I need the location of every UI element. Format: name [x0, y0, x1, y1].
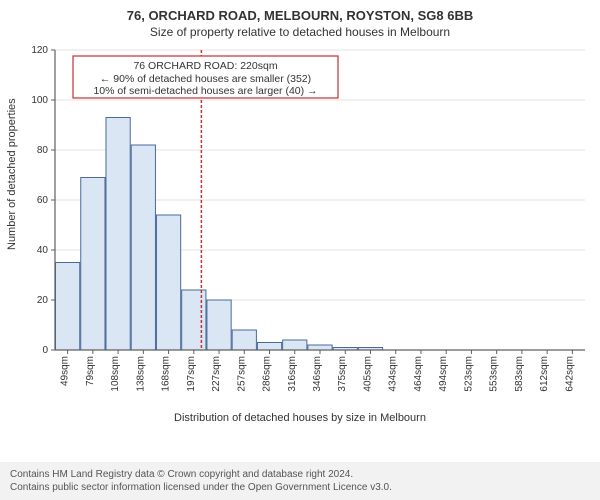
annotation-line3: 10% of semi-detached houses are larger (…: [93, 85, 317, 97]
svg-text:286sqm: 286sqm: [262, 356, 273, 392]
svg-text:405sqm: 405sqm: [362, 356, 373, 392]
bar: [308, 345, 332, 350]
svg-text:60: 60: [37, 195, 49, 206]
svg-text:120: 120: [31, 45, 48, 56]
svg-text:583sqm: 583sqm: [514, 356, 525, 392]
bar: [257, 343, 281, 351]
annotation-line1: 76 ORCHARD ROAD: 220sqm: [133, 60, 277, 72]
svg-text:0: 0: [42, 345, 48, 356]
svg-text:257sqm: 257sqm: [236, 356, 247, 392]
svg-text:40: 40: [37, 245, 49, 256]
svg-text:316sqm: 316sqm: [287, 356, 298, 392]
chart-area: Number of detached properties 0 20 40 60 80 1…: [0, 40, 600, 430]
svg-text:197sqm: 197sqm: [186, 356, 197, 392]
bar: [283, 340, 307, 350]
svg-text:346sqm: 346sqm: [312, 356, 323, 392]
bar: [207, 300, 231, 350]
svg-text:79sqm: 79sqm: [85, 356, 96, 386]
svg-text:523sqm: 523sqm: [463, 356, 474, 392]
svg-text:553sqm: 553sqm: [489, 356, 500, 392]
footer-line2: Contains public sector information licen…: [10, 481, 590, 494]
svg-text:612sqm: 612sqm: [539, 356, 550, 392]
page-subtitle: Size of property relative to detached ho…: [0, 23, 600, 39]
bar: [156, 215, 180, 350]
chart-container: { "header": { "title": "76, ORCHARD ROAD…: [0, 0, 600, 500]
page-title: 76, ORCHARD ROAD, MELBOURN, ROYSTON, SG8…: [0, 0, 600, 23]
bar: [106, 118, 130, 351]
svg-text:375sqm: 375sqm: [337, 356, 348, 392]
svg-text:20: 20: [37, 295, 49, 306]
svg-text:464sqm: 464sqm: [413, 356, 424, 392]
histogram-svg: 0 20 40 60 80 100 120 49sqm 79sqm 108sqm 138sqm 168…: [0, 40, 600, 430]
svg-text:100: 100: [31, 95, 48, 106]
x-axis-title: Distribution of detached houses by size …: [0, 412, 600, 424]
svg-text:434sqm: 434sqm: [388, 356, 399, 392]
svg-text:138sqm: 138sqm: [135, 356, 146, 392]
svg-text:108sqm: 108sqm: [110, 356, 121, 392]
bar: [131, 145, 155, 350]
bar: [56, 263, 80, 351]
y-axis-title: Number of detached properties: [6, 98, 18, 250]
svg-text:227sqm: 227sqm: [211, 356, 222, 392]
svg-text:494sqm: 494sqm: [438, 356, 449, 392]
bar: [81, 178, 105, 351]
svg-text:642sqm: 642sqm: [564, 356, 575, 392]
svg-text:80: 80: [37, 145, 49, 156]
svg-text:49sqm: 49sqm: [60, 356, 71, 386]
bar: [232, 330, 256, 350]
footer: Contains HM Land Registry data © Crown c…: [0, 462, 600, 500]
annotation-line2: ← 90% of detached houses are smaller (35…: [100, 73, 311, 85]
svg-text:168sqm: 168sqm: [161, 356, 172, 392]
bar: [182, 290, 206, 350]
footer-line1: Contains HM Land Registry data © Crown c…: [10, 468, 590, 481]
